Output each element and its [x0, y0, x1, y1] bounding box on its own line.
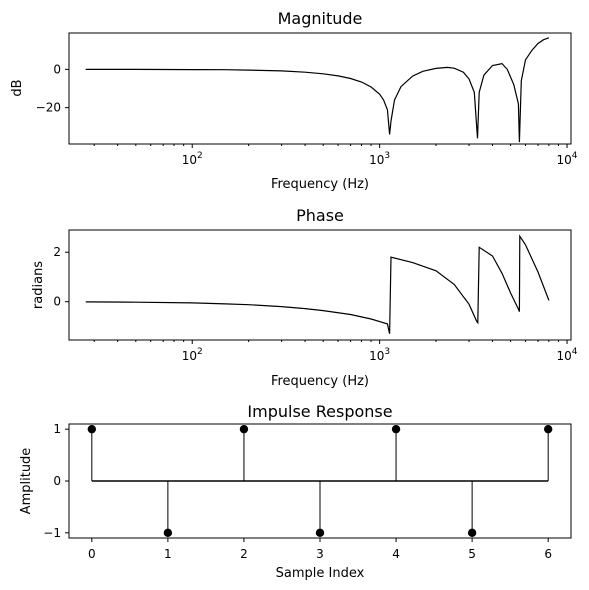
- phase-ytick-label: 0: [53, 295, 61, 309]
- impulse-xtick-label: 4: [392, 547, 400, 561]
- impulse-xtick-label: 5: [468, 547, 476, 561]
- impulse-ylabel: Amplitude: [19, 448, 34, 515]
- impulse-xtick-label: 3: [316, 547, 324, 561]
- impulse-xtick-label: 0: [88, 547, 96, 561]
- phase-ytick-label: 2: [53, 245, 61, 259]
- magnitude-ytick-label: 0: [53, 62, 61, 76]
- phase-xtick-label: 104: [557, 347, 578, 363]
- phase-axes-frame: [68, 229, 572, 341]
- impulse-xtick-label: 2: [240, 547, 248, 561]
- impulse-response-panel: Impulse Response Sample Index Amplitude …: [19, 402, 572, 581]
- magnitude-title: Magnitude: [278, 9, 363, 28]
- magnitude-xlabel: Frequency (Hz): [271, 177, 369, 192]
- magnitude-panel: Magnitude Frequency (Hz) dB 102 103 104 0 −2…: [10, 9, 578, 192]
- phase-xtick-label: 103: [369, 347, 390, 363]
- impulse-xlabel: Sample Index: [276, 566, 365, 581]
- impulse-xtick-label: 6: [544, 547, 552, 561]
- impulse-ytick-label: −1: [43, 526, 61, 540]
- magnitude-xtick-label: 104: [557, 151, 578, 167]
- impulse-title: Impulse Response: [247, 402, 392, 421]
- magnitude-ytick-label: −20: [36, 101, 61, 115]
- impulse-stem-marker: [391, 424, 401, 434]
- magnitude-xtick-label: 102: [182, 151, 203, 167]
- phase-ylabel: radians: [31, 261, 46, 309]
- magnitude-axes-frame: [68, 32, 572, 145]
- impulse-stem-marker: [467, 528, 477, 538]
- magnitude-ylabel: dB: [10, 79, 25, 96]
- phase-panel: Phase Frequency (Hz) radians 102 103 104 2 0: [31, 206, 578, 389]
- impulse-ytick-label: 1: [53, 422, 61, 436]
- impulse-stem-marker: [87, 424, 97, 434]
- phase-series-line: [85, 234, 550, 334]
- impulse-xtick-label: 1: [164, 547, 172, 561]
- magnitude-xtick-label: 103: [369, 151, 390, 167]
- impulse-stem-marker: [163, 528, 173, 538]
- impulse-stem-marker: [543, 424, 553, 434]
- impulse-stem-marker: [239, 424, 249, 434]
- phase-title: Phase: [296, 206, 344, 225]
- magnitude-series-line: [85, 37, 550, 143]
- impulse-stem-marker: [315, 528, 325, 538]
- impulse-ytick-label: 0: [53, 474, 61, 488]
- phase-xlabel: Frequency (Hz): [271, 374, 369, 389]
- phase-xtick-label: 102: [182, 347, 203, 363]
